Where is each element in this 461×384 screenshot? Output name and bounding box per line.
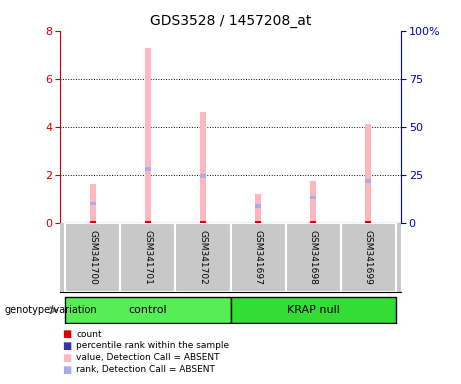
Text: GSM341700: GSM341700 (89, 230, 97, 285)
Text: rank, Detection Call = ABSENT: rank, Detection Call = ABSENT (76, 365, 215, 374)
Text: GSM341697: GSM341697 (254, 230, 262, 285)
Text: GSM341702: GSM341702 (199, 230, 207, 285)
FancyBboxPatch shape (176, 223, 230, 292)
Bar (200, 113, 206, 223)
Text: count: count (76, 329, 102, 339)
Text: value, Detection Call = ABSENT: value, Detection Call = ABSENT (76, 353, 219, 362)
Bar (200, 221, 206, 223)
FancyBboxPatch shape (120, 223, 176, 292)
FancyBboxPatch shape (230, 297, 396, 323)
Bar (310, 196, 316, 199)
Text: GSM341698: GSM341698 (308, 230, 318, 285)
Bar (145, 48, 151, 223)
Text: ■: ■ (62, 341, 71, 351)
Text: ■: ■ (62, 365, 71, 375)
Text: control: control (129, 305, 167, 315)
Bar (89, 221, 96, 223)
Text: GSM341699: GSM341699 (364, 230, 372, 285)
Text: ■: ■ (62, 353, 71, 363)
Bar (310, 181, 316, 223)
Text: GSM341701: GSM341701 (143, 230, 153, 285)
Bar (89, 202, 96, 205)
Text: genotype/variation: genotype/variation (5, 305, 97, 315)
Bar (145, 167, 151, 170)
FancyBboxPatch shape (65, 297, 230, 323)
Bar (255, 194, 261, 223)
FancyBboxPatch shape (341, 223, 396, 292)
Text: percentile rank within the sample: percentile rank within the sample (76, 341, 229, 351)
Bar (200, 174, 206, 178)
Bar (89, 184, 96, 223)
Bar (255, 204, 261, 208)
Text: KRAP null: KRAP null (287, 305, 339, 315)
FancyBboxPatch shape (65, 223, 120, 292)
FancyBboxPatch shape (285, 223, 341, 292)
Title: GDS3528 / 1457208_at: GDS3528 / 1457208_at (150, 14, 311, 28)
Text: ■: ■ (62, 329, 71, 339)
FancyBboxPatch shape (230, 223, 285, 292)
Bar (365, 221, 372, 223)
Bar (365, 179, 372, 182)
Bar (310, 221, 316, 223)
Bar (145, 221, 151, 223)
Bar (255, 221, 261, 223)
Bar (365, 124, 372, 223)
